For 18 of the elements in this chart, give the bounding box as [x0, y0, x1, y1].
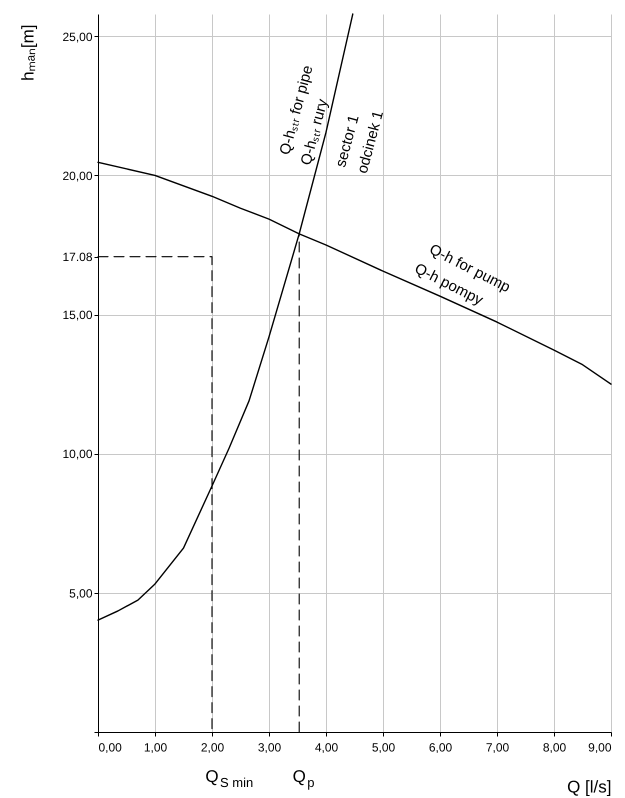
x-tick-label: 5,00 [372, 740, 396, 754]
x-axis-title: Q [l/s] [567, 778, 612, 796]
y-tick-label: 17.08 [62, 250, 93, 264]
y-tick-label: 10,00 [62, 447, 93, 462]
x-tick-label: 0,00 [98, 740, 122, 754]
x-tick-label: 7,00 [486, 740, 510, 754]
x-tick-label: 8,00 [542, 740, 566, 754]
y-tick-label: 5,00 [69, 586, 93, 600]
y-tick-label: 25,00 [62, 30, 93, 44]
x-tick-label: 2,00 [200, 740, 224, 754]
x-tick-label: 6,00 [428, 740, 452, 754]
y-tick-label: 20,00 [62, 168, 93, 183]
y-tick-label: 15,00 [62, 308, 93, 322]
x-tick-label: 4,00 [314, 740, 338, 754]
x-tick-label: 9,00 [588, 740, 612, 754]
x-tick-label: 1,00 [144, 740, 168, 754]
x-tick-label: 3,00 [258, 740, 282, 754]
y-axis-title: hₘₐₙ[m] [18, 24, 38, 81]
